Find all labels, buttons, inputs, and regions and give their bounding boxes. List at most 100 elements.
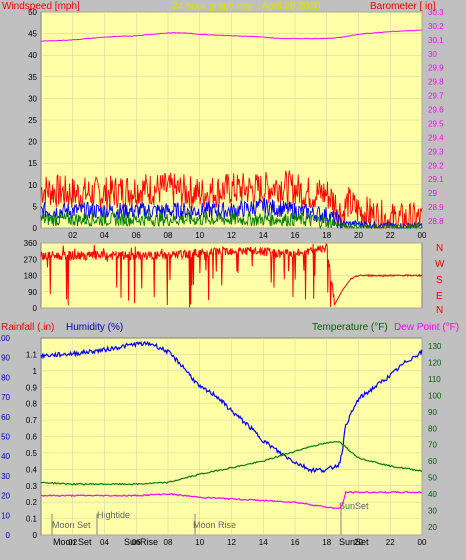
bottom-x-tick-label: 18 — [322, 538, 331, 547]
bottom-x-tick-label: 16 — [291, 538, 300, 547]
compass-label: N — [436, 243, 443, 254]
humidity-tick-label: 0.6 — [26, 433, 38, 442]
humidity-line — [40, 340, 423, 474]
dewpoint-line — [40, 490, 422, 510]
bottom-x-tick-label: 12 — [227, 538, 236, 547]
wind-tick-label: 20 — [28, 138, 37, 147]
wind-low-line — [40, 211, 423, 230]
dewpoint-axis-title: Dew Point (°F) — [394, 322, 459, 333]
barometer-tick-label: 29 — [428, 189, 437, 198]
wind-tick-label: 45 — [28, 30, 37, 39]
temperature-line — [40, 441, 423, 486]
rainfall-axis-title: Rainfall (.in) — [1, 322, 54, 333]
rainfall-tick-label: 40 — [1, 452, 10, 461]
wind-tick-label: 0 — [33, 224, 38, 233]
rainfall-tick-label: 10 — [1, 511, 10, 520]
barometer-tick-label: 29.7 — [428, 92, 444, 101]
compass-label: N — [436, 305, 443, 316]
compass-label: E — [436, 291, 443, 302]
humidity-tick-label: 0.7 — [26, 416, 38, 425]
humidity-tick-label: 0 — [33, 531, 38, 540]
wind-tick-label: 50 — [28, 8, 37, 17]
direction-tick-label: 270 — [24, 255, 38, 264]
humidity-axis-title: Humidity (%) — [66, 322, 123, 333]
sun-set-axis-label: SunSet — [339, 537, 369, 547]
wind-x-tick-label: 16 — [291, 231, 300, 240]
wind-x-tick-label: 22 — [386, 231, 395, 240]
temperature-tick-label: 50 — [428, 474, 437, 483]
barometer-tick-label: 29.2 — [428, 161, 444, 170]
moon-set-label: Moon Set — [52, 520, 91, 530]
rainfall-tick-label: 20 — [1, 492, 10, 501]
rainfall-tick-label: 30 — [1, 472, 10, 481]
wind-x-tick-label: 18 — [322, 231, 331, 240]
direction-tick-label: 90 — [28, 288, 37, 297]
graph-title: 24 hour graph day - April 28 2020 — [172, 1, 321, 12]
wind-avg-line — [40, 197, 423, 230]
humidity-tick-label: 0.8 — [26, 400, 38, 409]
temperature-tick-label: 20 — [428, 523, 437, 532]
temperature-tick-label: 90 — [428, 408, 437, 417]
wind-x-tick-label: 14 — [259, 231, 268, 240]
barometer-tick-label: 30.2 — [428, 22, 444, 31]
temperature-tick-label: 60 — [428, 457, 437, 466]
wind-x-tick-label: 04 — [100, 231, 109, 240]
bottom-x-tick-label: 20 — [354, 538, 363, 547]
wind-tick-label: 40 — [28, 51, 37, 60]
temperature-axis-title: Temperature (°F) — [312, 322, 388, 333]
sun-rise-axis-label: SunRise — [124, 537, 158, 547]
rainfall-tick-label: 50 — [1, 433, 10, 442]
barometer-line — [40, 29, 423, 42]
wind-x-tick-label: 10 — [195, 231, 204, 240]
moon-rise-label: Moon Rise — [193, 520, 236, 530]
sun-set-label: SunSet — [339, 501, 369, 511]
wind-x-tick-label: 00 — [418, 231, 427, 240]
direction-tick-label: 0 — [33, 304, 38, 313]
humidity-tick-label: 0.5 — [26, 449, 38, 458]
bottom-x-tick-label: 06 — [132, 538, 141, 547]
rainfall-tick-label: 100 — [0, 334, 11, 343]
barometer-tick-label: 29.3 — [428, 147, 444, 156]
humidity-tick-label: 0.2 — [26, 498, 38, 507]
temperature-tick-label: 110 — [428, 375, 441, 384]
temperature-tick-label: 40 — [428, 490, 437, 499]
barometer-tick-label: 30.3 — [428, 8, 444, 17]
moon-set-axis-label: Moon Set — [53, 537, 92, 547]
temperature-tick-label: 100 — [428, 391, 442, 400]
rainfall-tick-label: 0 — [6, 531, 11, 540]
humidity-tick-label: 0.3 — [26, 482, 38, 491]
humidity-tick-label: 0.4 — [26, 465, 38, 474]
barometer-axis-title: Barometer [ in] — [370, 1, 436, 12]
bottom-x-tick-label: 10 — [195, 538, 204, 547]
barometer-tick-label: 30.1 — [428, 36, 444, 45]
hightide-label: Hightide — [97, 510, 130, 520]
rainfall-tick-label: 90 — [1, 354, 10, 363]
direction-tick-label: 360 — [24, 239, 38, 248]
wind-x-tick-label: 12 — [227, 231, 236, 240]
bottom-x-tick-label: 08 — [164, 538, 173, 547]
barometer-tick-label: 28.8 — [428, 217, 444, 226]
barometer-tick-label: 30 — [428, 50, 437, 59]
bottom-x-tick-label: 22 — [386, 538, 395, 547]
wind-tick-label: 30 — [28, 94, 37, 103]
wind-tick-label: 25 — [28, 116, 37, 125]
rainfall-tick-label: 60 — [1, 413, 10, 422]
temperature-tick-label: 120 — [428, 359, 442, 368]
temperature-tick-label: 130 — [428, 342, 442, 351]
barometer-tick-label: 29.5 — [428, 119, 444, 128]
wind-tick-label: 35 — [28, 73, 37, 82]
humidity-tick-label: 0.9 — [26, 383, 38, 392]
rainfall-tick-label: 70 — [1, 393, 10, 402]
bottom-x-tick-label: 00 — [418, 538, 427, 547]
barometer-tick-label: 29.9 — [428, 64, 444, 73]
humidity-tick-label: 0.1 — [26, 515, 38, 524]
bottom-x-tick-label: 14 — [259, 538, 268, 547]
bottom-x-tick-label: 02 — [68, 538, 77, 547]
wind-gust-line — [40, 170, 423, 230]
humidity-tick-label: 1 — [33, 367, 38, 376]
barometer-tick-label: 29.6 — [428, 106, 444, 115]
compass-label: W — [435, 259, 445, 270]
compass-label: S — [436, 275, 443, 286]
temperature-tick-label: 30 — [428, 506, 437, 515]
